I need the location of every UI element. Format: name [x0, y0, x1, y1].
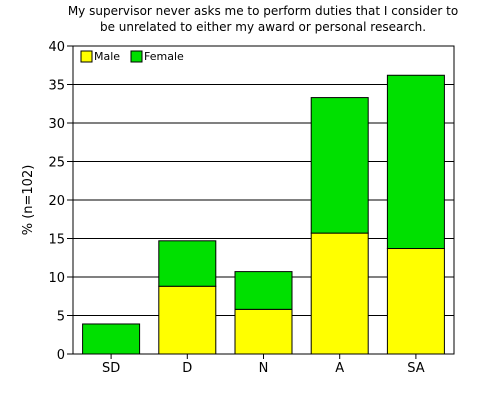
chart-title: My supervisor never asks me to perform d…	[68, 4, 458, 34]
x-tick-label-sa: SA	[407, 361, 424, 376]
x-tick-label-d: D	[182, 361, 192, 376]
bar-male-d	[158, 285, 217, 355]
legend-label-male: Male	[94, 50, 120, 63]
y-tick-label-15: 15	[48, 233, 65, 248]
bar-female-sd	[82, 323, 141, 355]
bars	[82, 74, 445, 355]
y-tick-label-5: 5	[57, 310, 65, 325]
bar-female-a	[310, 97, 369, 234]
bar-female-n	[234, 271, 293, 310]
chart-title-line-2: be unrelated to either my award or perso…	[100, 20, 426, 34]
bar-female-d	[158, 240, 217, 287]
y-tick-label-10: 10	[48, 271, 65, 286]
y-tick-label-40: 40	[48, 40, 65, 55]
legend-label-female: Female	[144, 50, 184, 63]
y-axis-ticks: 0 5 10 15 20 25 30 35 40	[48, 40, 73, 363]
legend: Male Female	[80, 50, 184, 63]
x-axis-ticks: SD D N A SA	[102, 354, 425, 376]
bar-male-n	[234, 308, 293, 355]
chart-title-line-1: My supervisor never asks me to perform d…	[68, 4, 458, 18]
legend-swatch-female	[130, 50, 143, 63]
bar-male-a	[310, 232, 369, 355]
gridlines	[73, 84, 454, 316]
bar-male-sa	[386, 248, 445, 355]
y-tick-label-35: 35	[48, 79, 65, 94]
y-axis-label: % (n=102)	[21, 165, 36, 236]
x-tick-label-sd: SD	[102, 361, 120, 376]
y-tick-label-30: 30	[48, 117, 65, 132]
bar-female-sa	[386, 74, 445, 250]
legend-swatch-male	[80, 50, 93, 63]
y-tick-label-20: 20	[48, 194, 65, 209]
y-tick-label-25: 25	[48, 156, 65, 171]
x-tick-label-n: N	[259, 361, 269, 376]
x-tick-label-a: A	[335, 361, 344, 376]
y-tick-label-0: 0	[57, 348, 65, 363]
